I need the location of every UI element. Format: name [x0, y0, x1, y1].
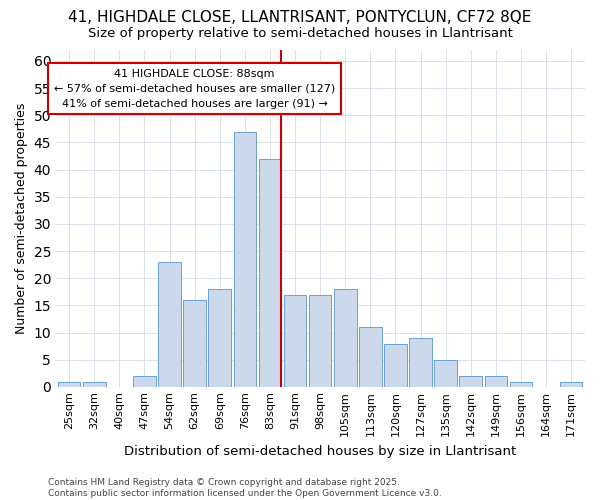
- Bar: [509, 382, 532, 387]
- Text: 41 HIGHDALE CLOSE: 88sqm
← 57% of semi-detached houses are smaller (127)
41% of : 41 HIGHDALE CLOSE: 88sqm ← 57% of semi-d…: [54, 69, 335, 108]
- Bar: [560, 382, 583, 387]
- Bar: [359, 327, 382, 387]
- Bar: [485, 376, 507, 387]
- Text: 41, HIGHDALE CLOSE, LLANTRISANT, PONTYCLUN, CF72 8QE: 41, HIGHDALE CLOSE, LLANTRISANT, PONTYCL…: [68, 10, 532, 25]
- Bar: [133, 376, 156, 387]
- Bar: [233, 132, 256, 387]
- Bar: [83, 382, 106, 387]
- Bar: [259, 158, 281, 387]
- Text: Size of property relative to semi-detached houses in Llantrisant: Size of property relative to semi-detach…: [88, 28, 512, 40]
- Bar: [409, 338, 432, 387]
- Bar: [309, 294, 331, 387]
- Bar: [434, 360, 457, 387]
- X-axis label: Distribution of semi-detached houses by size in Llantrisant: Distribution of semi-detached houses by …: [124, 444, 516, 458]
- Bar: [284, 294, 307, 387]
- Bar: [460, 376, 482, 387]
- Bar: [158, 262, 181, 387]
- Bar: [184, 300, 206, 387]
- Bar: [58, 382, 80, 387]
- Y-axis label: Number of semi-detached properties: Number of semi-detached properties: [15, 103, 28, 334]
- Bar: [334, 289, 356, 387]
- Text: Contains HM Land Registry data © Crown copyright and database right 2025.
Contai: Contains HM Land Registry data © Crown c…: [48, 478, 442, 498]
- Bar: [208, 289, 231, 387]
- Bar: [384, 344, 407, 387]
